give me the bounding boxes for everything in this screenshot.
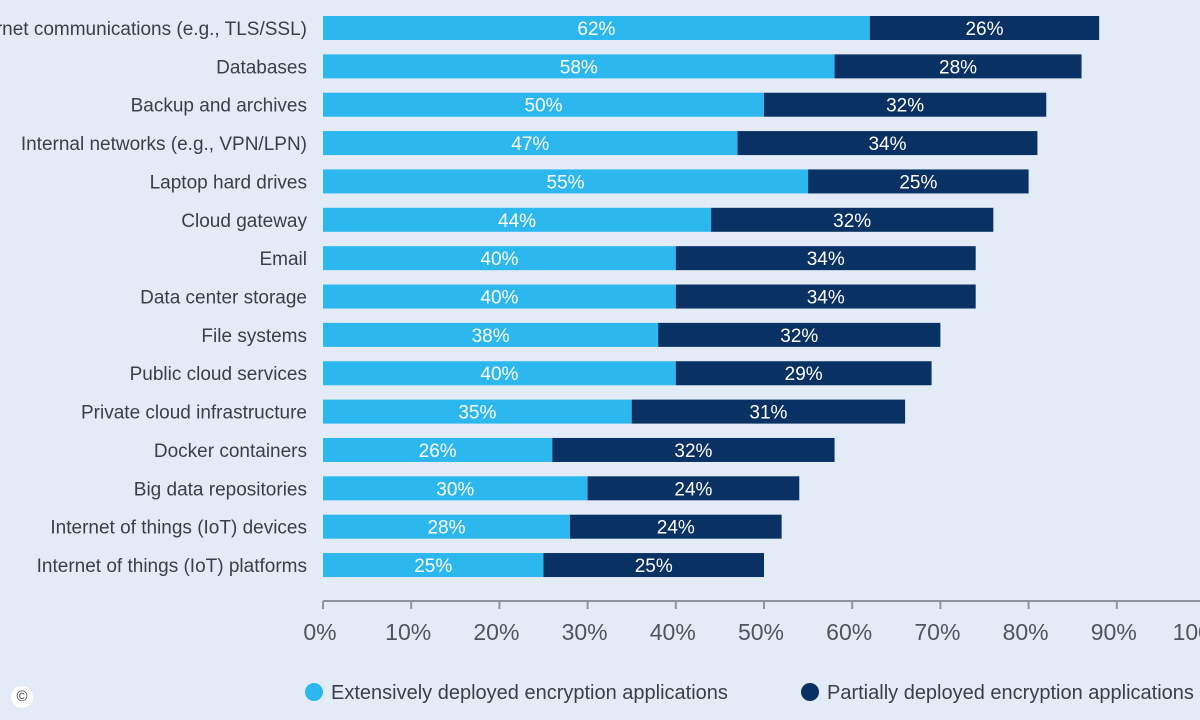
data-label-partial: 34% — [868, 134, 906, 155]
bar-extensive — [323, 361, 676, 386]
category-label: Internet of things (IoT) devices — [50, 518, 307, 539]
x-tick-label: 0% — [303, 619, 336, 645]
x-tick-label: 50% — [738, 619, 784, 645]
bar-extensive — [323, 92, 764, 117]
category-label: Docker containers — [154, 441, 307, 462]
bar-partial — [834, 54, 1082, 79]
x-tick-label: 60% — [826, 619, 872, 645]
bar-extensive — [323, 54, 835, 79]
data-label-extensive: 26% — [419, 441, 457, 462]
data-label-extensive: 58% — [560, 57, 598, 78]
category-label: Big data repositories — [134, 479, 307, 500]
bar-partial — [711, 207, 994, 232]
data-label-partial: 32% — [833, 211, 871, 232]
data-label-partial: 34% — [807, 288, 845, 309]
x-tick-label: 30% — [562, 619, 608, 645]
category-label: Internet communications (e.g., TLS/SSL) — [0, 19, 307, 40]
bar-extensive — [323, 322, 659, 347]
bar-partial — [675, 361, 932, 386]
data-label-extensive: 47% — [511, 134, 549, 155]
category-label: Internal networks (e.g., VPN/LPN) — [21, 134, 307, 155]
x-tick-label: 40% — [650, 619, 696, 645]
data-label-extensive: 40% — [480, 249, 518, 270]
data-label-extensive: 40% — [480, 288, 518, 309]
bar-partial — [658, 322, 941, 347]
bar-extensive — [323, 207, 712, 232]
bar-partial — [675, 246, 976, 271]
data-label-partial: 25% — [635, 556, 673, 577]
bar-extensive — [323, 514, 570, 539]
bar-partial — [808, 169, 1029, 194]
data-label-partial: 24% — [674, 479, 712, 500]
bar-partial — [552, 437, 835, 462]
category-label: File systems — [201, 326, 307, 347]
bar-partial — [675, 284, 976, 309]
data-label-partial: 31% — [749, 403, 787, 424]
legend-marker — [801, 683, 819, 701]
data-label-partial: 29% — [785, 364, 823, 385]
category-label: Laptop hard drives — [150, 172, 307, 193]
data-label-partial: 32% — [780, 326, 818, 347]
data-label-partial: 32% — [674, 441, 712, 462]
bar-extensive — [323, 476, 588, 501]
data-label-extensive: 28% — [427, 518, 465, 539]
x-tick-label: 100% — [1173, 619, 1200, 645]
bar-extensive — [323, 553, 544, 578]
data-label-extensive: 62% — [577, 19, 615, 40]
data-label-partial: 34% — [807, 249, 845, 270]
data-label-partial: 25% — [899, 172, 937, 193]
category-label: Backup and archives — [131, 96, 307, 117]
bar-partial — [631, 399, 906, 424]
category-label: Email — [259, 249, 307, 270]
bar-extensive — [323, 16, 870, 40]
bar-extensive — [323, 169, 809, 194]
bar-extensive — [323, 131, 738, 156]
data-label-extensive: 25% — [414, 556, 452, 577]
x-tick-label: 80% — [1003, 619, 1049, 645]
data-label-extensive: 35% — [458, 403, 496, 424]
bar-partial — [869, 16, 1100, 40]
bar-partial — [737, 131, 1038, 156]
data-label-partial: 32% — [886, 96, 924, 117]
bar-extensive — [323, 399, 632, 424]
bar-extensive — [323, 284, 676, 309]
bar-partial — [764, 92, 1047, 117]
data-label-extensive: 44% — [498, 211, 536, 232]
category-label: Private cloud infrastructure — [81, 403, 307, 424]
bar-partial — [543, 553, 764, 578]
x-tick-label: 10% — [385, 619, 431, 645]
bar-partial — [569, 514, 782, 539]
copyright-icon: © — [11, 686, 33, 708]
category-label: Databases — [216, 57, 307, 78]
data-label-extensive: 55% — [547, 172, 585, 193]
x-tick-label: 70% — [914, 619, 960, 645]
data-label-extensive: 40% — [480, 364, 518, 385]
data-label-extensive: 30% — [436, 479, 474, 500]
legend-label: Extensively deployed encryption applicat… — [331, 682, 728, 704]
x-tick-label: 20% — [473, 619, 519, 645]
legend-marker — [305, 683, 323, 701]
data-label-partial: 28% — [939, 57, 977, 78]
data-label-extensive: 38% — [472, 326, 510, 347]
category-label: Internet of things (IoT) platforms — [37, 556, 307, 577]
category-label: Cloud gateway — [181, 211, 307, 232]
legend-label: Partially deployed encryption applicatio… — [827, 682, 1194, 704]
x-tick-label: 90% — [1091, 619, 1137, 645]
category-label: Public cloud services — [130, 364, 307, 385]
bar-partial — [587, 476, 800, 501]
data-label-partial: 24% — [657, 518, 695, 539]
data-label-extensive: 50% — [524, 96, 562, 117]
category-label: Data center storage — [140, 288, 307, 309]
bar-extensive — [323, 246, 676, 271]
bar-extensive — [323, 437, 553, 462]
data-label-partial: 26% — [965, 19, 1003, 40]
